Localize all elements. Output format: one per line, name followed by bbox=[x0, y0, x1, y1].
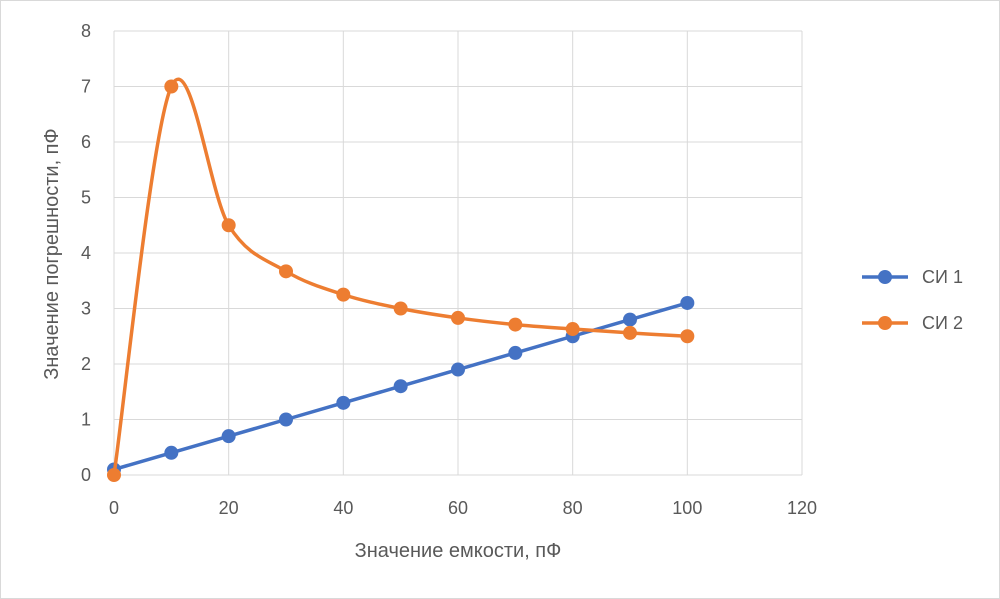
x-tick-label: 0 bbox=[109, 498, 119, 518]
data-point bbox=[393, 379, 408, 394]
data-point bbox=[623, 325, 637, 340]
data-point bbox=[565, 322, 580, 337]
x-tick-label: 80 bbox=[563, 498, 583, 518]
x-tick-label: 20 bbox=[219, 498, 239, 518]
y-tick-label: 8 bbox=[81, 21, 91, 41]
series-line bbox=[112, 77, 690, 477]
data-point bbox=[279, 264, 293, 279]
legend-item-1: СИ 1 bbox=[862, 267, 963, 287]
y-axis-ticks: 0 1 2 3 4 5 6 7 8 bbox=[81, 21, 91, 485]
y-tick-label: 3 bbox=[81, 299, 91, 319]
data-point bbox=[393, 301, 408, 316]
data-point bbox=[221, 429, 236, 444]
y-tick-label: 0 bbox=[81, 465, 91, 485]
legend-label: СИ 1 bbox=[922, 267, 963, 287]
x-tick-label: 60 bbox=[448, 498, 468, 518]
series-group bbox=[107, 77, 695, 482]
data-point bbox=[451, 310, 465, 325]
legend-label: СИ 2 bbox=[922, 313, 963, 333]
data-point bbox=[451, 362, 465, 377]
data-point bbox=[336, 287, 351, 302]
data-point bbox=[336, 395, 351, 410]
x-axis-title: Значение емкости, пФ bbox=[355, 540, 562, 562]
data-point bbox=[164, 79, 179, 94]
y-tick-label: 7 bbox=[81, 77, 91, 97]
legend-marker bbox=[878, 270, 892, 284]
y-axis-title: Значение погрешности, пФ bbox=[41, 128, 63, 379]
data-point bbox=[164, 445, 179, 460]
y-tick-label: 1 bbox=[81, 410, 91, 430]
data-point bbox=[680, 295, 695, 310]
y-tick-label: 4 bbox=[81, 243, 91, 263]
data-point bbox=[508, 345, 523, 360]
series-1 bbox=[107, 295, 695, 477]
x-tick-label: 100 bbox=[672, 498, 702, 518]
legend-marker bbox=[878, 316, 892, 330]
x-axis-ticks: 0 20 40 60 80 100 120 bbox=[109, 498, 817, 518]
legend-item-2: СИ 2 bbox=[862, 313, 963, 333]
x-tick-label: 40 bbox=[333, 498, 353, 518]
series-2 bbox=[107, 77, 695, 482]
legend: СИ 1 СИ 2 bbox=[862, 267, 963, 333]
data-point bbox=[680, 329, 695, 344]
y-tick-label: 6 bbox=[81, 132, 91, 152]
gridlines bbox=[113, 30, 803, 476]
y-tick-label: 2 bbox=[81, 354, 91, 374]
data-point bbox=[508, 317, 523, 332]
data-point bbox=[623, 312, 637, 327]
data-point bbox=[107, 468, 121, 482]
y-tick-label: 5 bbox=[81, 188, 91, 208]
data-point bbox=[279, 412, 293, 427]
x-tick-label: 120 bbox=[787, 498, 817, 518]
data-point bbox=[221, 218, 236, 233]
